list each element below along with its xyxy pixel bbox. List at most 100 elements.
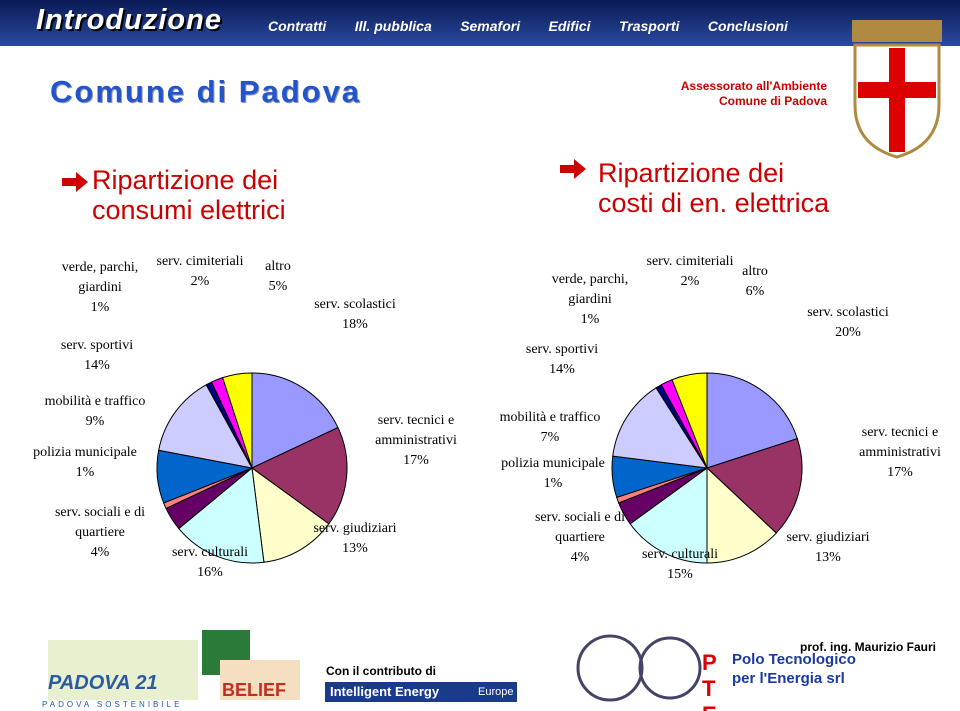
pie-slice <box>158 384 253 469</box>
slice-category: polizia municipale <box>501 456 605 471</box>
slice-label: polizia municipale 1% <box>15 443 155 483</box>
slice-category: altro <box>742 264 768 279</box>
slice-value: 4% <box>570 550 590 565</box>
footer-text: Polo Tecnologico per l'Energia srl <box>732 651 856 687</box>
slice-value: 17% <box>403 453 429 468</box>
slice-category: serv. tecnici e amministrativi <box>859 425 941 460</box>
office-name: Assessorato all'Ambiente <box>680 79 827 93</box>
pie-slice <box>706 466 777 564</box>
slice-label: serv. tecnici e amministrativi 17% <box>361 411 471 471</box>
slice-category: serv. cimiteriali <box>646 254 734 269</box>
slice-value: 4% <box>90 545 110 560</box>
office: Assessorato all'Ambiente Comune di Padova <box>660 79 827 109</box>
slice-category: mobilità e traffico <box>44 394 146 409</box>
slice-category: serv. culturali <box>641 547 719 562</box>
slice-category: serv. culturali <box>171 545 249 560</box>
slice-category: serv. sportivi <box>525 342 599 357</box>
slice-value: 2% <box>190 274 210 289</box>
slice-label: serv. sociali e di quartiere 4% <box>515 508 645 568</box>
slice-label: serv. sportivi 14% <box>507 340 617 380</box>
pie-slice <box>178 467 265 564</box>
slice-value: 2% <box>680 274 700 289</box>
slice-label: serv. scolastici 20% <box>803 303 893 343</box>
pie-slice <box>629 467 708 564</box>
footer-text: Con il contributo di <box>326 664 436 678</box>
slice-value: 9% <box>85 414 105 429</box>
pie-slice <box>612 387 708 469</box>
slice-value: 5% <box>268 279 288 294</box>
slice-label: polizia municipale 1% <box>488 454 618 494</box>
slice-category: verde, parchi, giardini <box>61 260 139 295</box>
footer-text: PADOVA 21 <box>48 672 158 694</box>
footer-text: prof. ing. Maurizio Fauri <box>800 640 936 654</box>
slice-category: serv. scolastici <box>807 305 889 320</box>
slice-value: 20% <box>835 325 861 340</box>
header-title: Introduzione <box>36 4 222 36</box>
pie-slice <box>671 372 708 469</box>
slice-category: serv. tecnici e amministrativi <box>375 413 457 448</box>
nav-item[interactable]: Conclusioni <box>707 18 788 34</box>
slice-value: 1% <box>75 465 95 480</box>
slice-value: 13% <box>815 550 841 565</box>
footer-text: BELIEF <box>222 680 287 700</box>
footer-text: PADOVA SOSTENIBILE <box>42 700 183 709</box>
footer-text: Intelligent Energy <box>330 684 440 699</box>
footer-text: P T E <box>702 650 717 711</box>
nav-item[interactable]: Semafori <box>460 18 521 34</box>
pie-slice <box>706 372 798 469</box>
nav-item[interactable]: Ill. pubblica <box>354 18 432 34</box>
footer-logos <box>48 630 702 702</box>
pie-slice <box>251 466 330 563</box>
slice-value: 13% <box>342 541 368 556</box>
chart-title: Ripartizione dei costi di en. elettrica <box>598 158 830 218</box>
slice-category: serv. cimiteriali <box>156 254 244 269</box>
slice-label: mobilità e traffico 9% <box>25 392 165 432</box>
nav-item[interactable]: Contratti <box>268 18 327 34</box>
slice-label: serv. scolastici 18% <box>310 295 400 335</box>
slice-category: serv. giudiziari <box>313 521 397 536</box>
slice-label: serv. culturali 16% <box>155 543 265 583</box>
office-sub: Comune di Padova <box>718 94 827 108</box>
slice-label: verde, parchi, giardini 1% <box>45 258 155 318</box>
slice-value: 1% <box>580 312 600 327</box>
slice-label: serv. giudiziari 13% <box>310 519 400 559</box>
slice-category: polizia municipale <box>33 445 137 460</box>
slice-value: 7% <box>540 430 560 445</box>
slice-label: serv. culturali 15% <box>620 545 740 585</box>
slice-category: serv. sociali e di quartiere <box>534 510 626 545</box>
slice-value: 14% <box>84 358 110 373</box>
pie-slice <box>222 372 253 469</box>
slice-label: serv. sportivi 14% <box>42 336 152 376</box>
slice-category: altro <box>265 259 291 274</box>
footer-text: Europe <box>478 686 514 698</box>
slice-value: 15% <box>667 567 693 582</box>
emblem <box>852 20 942 159</box>
slice-category: verde, parchi, giardini <box>551 272 629 307</box>
slice-value: 1% <box>543 476 563 491</box>
slice-value: 18% <box>342 317 368 332</box>
slice-category: serv. sociali e di quartiere <box>54 505 146 540</box>
slice-category: serv. sportivi <box>60 338 134 353</box>
slice-label: altro 5% <box>248 257 308 297</box>
slice-label: serv. cimiteriali 2% <box>150 252 250 292</box>
nav: Contratti Ill. pubblica Semafori Edifici… <box>268 18 788 34</box>
chart-title: Ripartizione dei consumi elettrici <box>92 165 286 225</box>
slice-label: altro 6% <box>725 262 785 302</box>
slice-label: serv. tecnici e amministrativi 17% <box>845 423 955 483</box>
slice-label: verde, parchi, giardini 1% <box>535 270 645 330</box>
slice-value: 17% <box>887 465 913 480</box>
slice-label: serv. sociali e di quartiere 4% <box>35 503 165 563</box>
slice-category: mobilità e traffico <box>499 410 601 425</box>
nav-item[interactable]: Trasporti <box>618 18 680 34</box>
slice-category: serv. scolastici <box>314 297 396 312</box>
nav-item[interactable]: Edifici <box>548 18 591 34</box>
slice-value: 14% <box>549 362 575 377</box>
pie-slice <box>251 426 348 525</box>
slice-category: serv. giudiziari <box>786 530 870 545</box>
city-title: Comune di Padova <box>50 74 362 109</box>
slice-label: serv. cimiteriali 2% <box>640 252 740 292</box>
slice-value: 6% <box>745 284 765 299</box>
arrow-icon <box>560 159 586 179</box>
